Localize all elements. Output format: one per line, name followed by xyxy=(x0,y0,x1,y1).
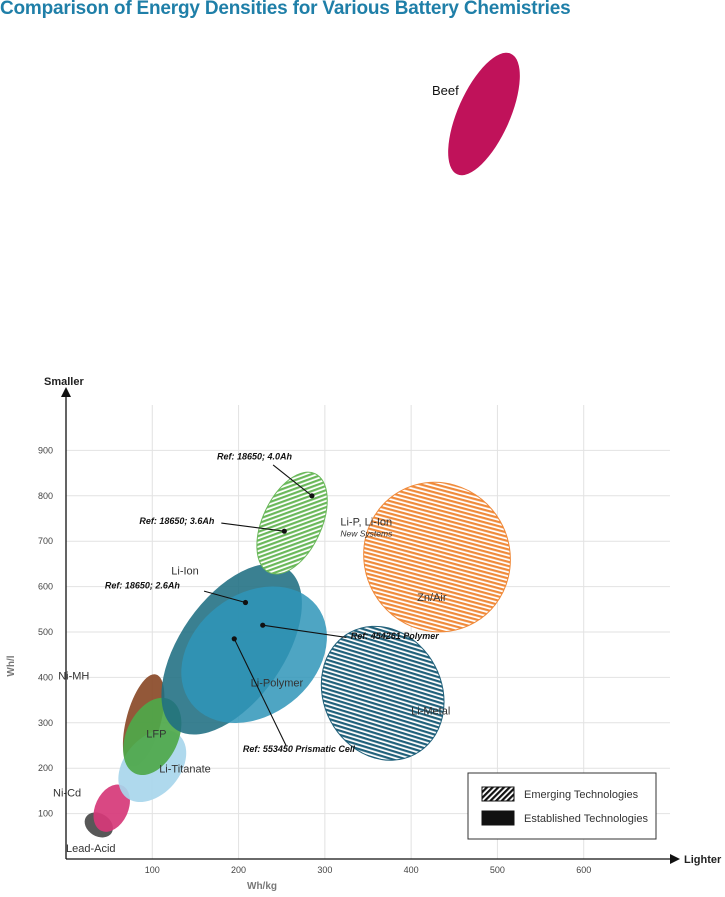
y-tick-label-300: 300 xyxy=(38,718,53,728)
reference-leader-1 xyxy=(221,522,285,532)
region-li-metal xyxy=(320,625,445,761)
y-axis-label: Wh/l xyxy=(6,655,17,676)
axes: 100 200 300 400 500 600 100 200 300 400 500 600 700 8… xyxy=(6,376,722,892)
legend-box xyxy=(467,772,657,840)
reference-label-4: Ref: 553450 Prismatic Cell xyxy=(243,744,356,754)
x-axis-label: Wh/kg xyxy=(247,881,277,892)
legend-swatch-emerging-technologies xyxy=(481,786,515,802)
reference-leader-0 xyxy=(272,464,313,497)
reference-point-2 xyxy=(242,599,249,606)
reference-label-3: Ref: 454261 Polymer xyxy=(351,631,440,641)
y-tick-label-900: 900 xyxy=(38,445,53,455)
reference-leader-4 xyxy=(233,638,287,746)
beef-annotation-layer: Beef xyxy=(432,52,520,176)
region-label-ni-mh: Ni-MH xyxy=(58,671,89,683)
x-tick-label-200: 200 xyxy=(231,865,246,875)
legend: Emerging Technologies Established Technol… xyxy=(467,772,657,840)
region-labels: Lead-Acid Ni-Cd Ni-MH Li-Titanate LFP Li-Ion L… xyxy=(53,516,450,855)
beef-label: Beef xyxy=(432,83,459,98)
x-arrow-label: Lighter xyxy=(684,854,722,866)
beef-shape xyxy=(448,52,520,176)
x-tick-label-500: 500 xyxy=(490,865,505,875)
x-tick-label-400: 400 xyxy=(404,865,419,875)
y-tick-label-500: 500 xyxy=(38,627,53,637)
y-tick-label-700: 700 xyxy=(38,536,53,546)
reference-label-0: Ref: 18650; 4.0Ah xyxy=(217,451,293,461)
x-tick-label-100: 100 xyxy=(145,865,160,875)
legend-label-established-technologies: Established Technologies xyxy=(524,813,648,825)
reference-point-3 xyxy=(260,622,266,628)
x-axis-arrow xyxy=(670,854,680,864)
y-tick-label-100: 100 xyxy=(38,809,53,819)
region-label-li-titanate: Li-Titanate xyxy=(159,764,211,776)
reference-label-2: Ref: 18650; 2.6Ah xyxy=(105,580,181,590)
reference-leader-3 xyxy=(262,624,347,638)
region-label-zn-air: Zn/Air xyxy=(417,592,447,604)
y-arrow-label: Smaller xyxy=(44,376,84,388)
reference-points: Ref: 18650; 4.0Ah Ref: 18650; 3.6Ah Ref: 1… xyxy=(105,451,439,753)
region-label-li-polymer: Li-Polymer xyxy=(251,677,304,689)
reference-point-1 xyxy=(281,528,287,534)
region-label-lfp: LFP xyxy=(146,728,166,740)
reference-leader-2 xyxy=(203,590,246,604)
y-tick-label-400: 400 xyxy=(38,672,53,682)
region-label-li-metal: Li-Metal xyxy=(411,706,450,718)
x-tick-label-600: 600 xyxy=(576,865,591,875)
reference-label-1: Ref: 18650; 3.6Ah xyxy=(139,516,215,526)
region-li-p-li-ion xyxy=(256,471,328,575)
region-label-li-p-li-ion: Li-P, Li-Ion xyxy=(340,516,392,528)
region-li-polymer xyxy=(181,586,327,723)
region-ni-cd xyxy=(93,784,130,832)
reference-point-4 xyxy=(231,636,237,642)
technology-regions xyxy=(84,471,511,838)
region-label-li-ion: Li-Ion xyxy=(171,565,199,577)
legend-swatch-established-technologies xyxy=(481,810,515,826)
chart-title: Comparison of Energy Densities for Vario… xyxy=(0,0,571,19)
y-tick-label-600: 600 xyxy=(38,582,53,592)
region-label-lead-acid: Lead-Acid xyxy=(66,843,116,855)
region-label-ni-cd: Ni-Cd xyxy=(53,787,81,799)
y-tick-label-800: 800 xyxy=(38,491,53,501)
region-sublabel-li-p-li-ion: New Systems xyxy=(340,528,393,538)
region-zn-air xyxy=(363,481,511,633)
legend-label-emerging-technologies: Emerging Technologies xyxy=(524,789,639,801)
y-axis-arrow xyxy=(61,387,71,397)
x-tick-label-300: 300 xyxy=(317,865,332,875)
y-tick-label-200: 200 xyxy=(38,763,53,773)
reference-point-0 xyxy=(309,493,315,499)
